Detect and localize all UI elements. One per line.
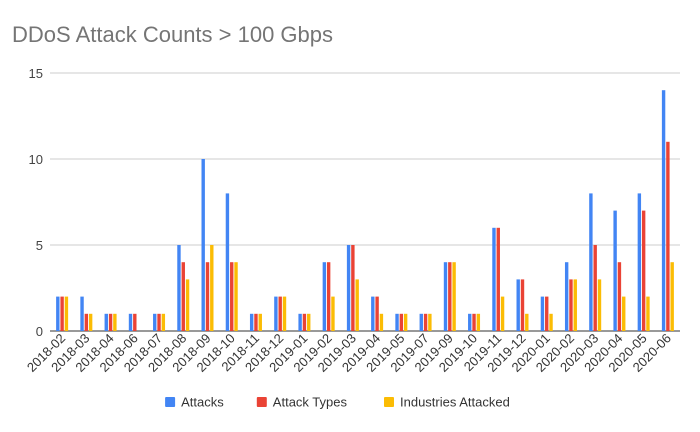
bar — [331, 296, 335, 331]
bar — [573, 279, 577, 331]
legend-swatch — [256, 397, 267, 407]
bar — [520, 279, 525, 331]
bar — [371, 296, 375, 331]
bar — [472, 313, 476, 331]
bar — [597, 279, 602, 331]
bar — [104, 313, 108, 331]
bar — [157, 313, 161, 331]
y-tick-label: 10 — [29, 152, 43, 167]
y-tick-label: 5 — [36, 238, 43, 253]
bar — [540, 296, 545, 331]
bar — [564, 262, 569, 331]
bar — [210, 245, 214, 331]
bar — [496, 227, 500, 331]
bar — [476, 313, 481, 331]
bar — [589, 193, 593, 331]
bar — [278, 296, 282, 331]
y-tick-label: 0 — [36, 324, 43, 339]
bar — [80, 296, 84, 331]
bar — [375, 296, 379, 331]
bar — [545, 296, 549, 331]
bar — [622, 296, 626, 331]
bar — [302, 313, 307, 331]
bar — [84, 313, 89, 331]
bar — [500, 296, 505, 331]
bar — [307, 313, 311, 331]
bar — [617, 262, 622, 331]
bar — [641, 210, 646, 331]
bar — [234, 262, 238, 331]
bar — [282, 296, 287, 331]
bar — [646, 296, 650, 331]
bar — [443, 262, 448, 331]
bar — [346, 245, 351, 331]
bar — [452, 262, 456, 331]
bar — [428, 313, 432, 331]
y-tick-label: 15 — [29, 66, 43, 81]
legend-swatch — [384, 397, 394, 407]
bar — [113, 313, 117, 331]
bar — [322, 262, 327, 331]
bar — [161, 313, 166, 331]
bar — [670, 262, 674, 331]
bar — [274, 296, 278, 331]
bar — [549, 313, 553, 331]
bar — [258, 313, 262, 331]
bar — [326, 262, 331, 331]
legend-label: Attack Types — [273, 395, 348, 410]
bar — [569, 279, 573, 331]
bar — [153, 313, 157, 331]
bar — [666, 141, 670, 331]
bar — [185, 279, 190, 331]
bar — [64, 296, 69, 331]
bar — [88, 313, 93, 331]
bar — [230, 262, 234, 331]
bar — [661, 90, 666, 331]
bar — [395, 313, 399, 331]
bar — [468, 313, 472, 331]
bar — [525, 313, 529, 331]
bar — [492, 227, 496, 331]
bar — [379, 313, 384, 331]
bar — [177, 245, 181, 331]
bar — [637, 193, 642, 331]
bar — [225, 193, 230, 331]
bar — [181, 262, 185, 331]
bar — [403, 313, 408, 331]
bar — [128, 313, 133, 331]
bar — [254, 313, 258, 331]
bar — [419, 313, 423, 331]
chart-title: DDoS Attack Counts > 100 Gbps — [12, 22, 334, 47]
bar — [108, 313, 113, 331]
bar — [298, 313, 302, 331]
bar — [355, 279, 359, 331]
bar — [448, 262, 452, 331]
legend-label: Attacks — [181, 395, 224, 410]
bar — [201, 159, 205, 331]
bar — [613, 210, 617, 331]
bar — [133, 313, 137, 331]
bar — [60, 296, 64, 331]
bar — [593, 245, 597, 331]
bar — [205, 262, 210, 331]
bar — [56, 296, 60, 331]
legend-swatch — [165, 397, 176, 407]
bar — [249, 313, 254, 331]
bar — [351, 245, 355, 331]
bar — [399, 313, 404, 331]
legend-label: Industries Attacked — [400, 395, 510, 410]
bar — [516, 279, 520, 331]
bar — [423, 313, 428, 331]
